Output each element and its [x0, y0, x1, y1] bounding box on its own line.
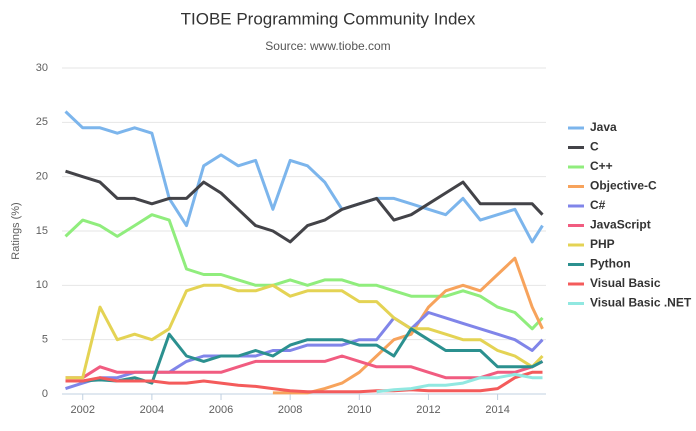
y-axis-label: Ratings (%) [10, 202, 22, 259]
legend-label[interactable]: Visual Basic [590, 276, 661, 290]
legend-label[interactable]: Objective-C [590, 179, 657, 193]
y-tick-label: 20 [36, 171, 48, 183]
x-tick-label: 2010 [347, 404, 371, 416]
y-tick-label: 10 [36, 279, 48, 291]
series-line [65, 327, 544, 385]
y-tick-label: 25 [36, 116, 48, 128]
x-tick-label: 2004 [140, 404, 164, 416]
series-line [376, 372, 543, 394]
legend-label[interactable]: Visual Basic .NET [590, 296, 692, 310]
series-line [65, 169, 544, 244]
series-line [65, 370, 543, 394]
x-tick-label: 2002 [71, 404, 95, 416]
x-tick-label: 2006 [209, 404, 233, 416]
series-line [272, 256, 544, 395]
series-line [64, 213, 544, 331]
legend-label[interactable]: PHP [590, 237, 615, 251]
legend-label[interactable]: C# [590, 198, 606, 212]
y-tick-label: 15 [36, 225, 48, 237]
y-tick-label: 30 [36, 62, 48, 74]
legend-label[interactable]: Java [590, 120, 617, 134]
x-tick-label: 2014 [485, 404, 509, 416]
y-tick-label: 0 [42, 388, 48, 400]
chart-title: TIOBE Programming Community Index [181, 9, 476, 28]
x-tick-label: 2012 [416, 404, 440, 416]
legend-label[interactable]: Python [590, 257, 631, 271]
x-tick-label: 2008 [278, 404, 302, 416]
y-tick-label: 5 [42, 334, 48, 346]
series-line [65, 354, 544, 380]
legend-label[interactable]: C++ [590, 159, 613, 173]
series-line [64, 110, 544, 244]
legend-label[interactable]: C [590, 140, 599, 154]
chart-subtitle: Source: www.tiobe.com [265, 39, 390, 53]
series-line [65, 283, 544, 380]
legend-label[interactable]: JavaScript [590, 218, 651, 232]
